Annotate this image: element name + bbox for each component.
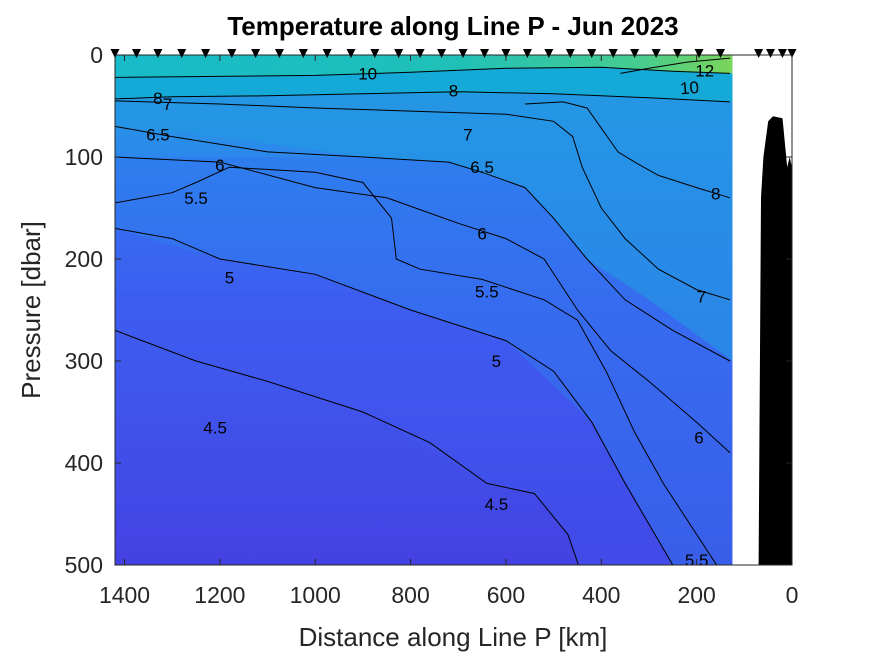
station-marker	[766, 49, 776, 58]
station-marker	[565, 49, 575, 58]
shade-band-6	[115, 157, 733, 565]
station-marker	[777, 49, 787, 58]
contours-layer	[115, 57, 731, 565]
x-axis-label: Distance along Line P [km]	[299, 622, 608, 652]
plot-frame	[114, 54, 793, 566]
station-marker	[177, 49, 187, 58]
contour-label: 8	[711, 185, 720, 204]
station-marker	[251, 49, 261, 58]
chart-title: Temperature along Line P - Jun 2023	[227, 11, 678, 41]
station-marker	[394, 49, 404, 58]
x-tick-label: 1400	[99, 582, 150, 608]
contour-label: 5	[492, 352, 501, 371]
station-marker	[608, 49, 618, 58]
contour-line-4-5	[115, 329, 579, 565]
contour-label: 8	[449, 82, 458, 101]
contour-label: 6	[694, 429, 703, 448]
contour-label: 4.5	[485, 495, 509, 514]
contour-label: 10	[679, 78, 700, 99]
y-tick-label: 400	[65, 450, 103, 476]
contour-line-12	[620, 57, 731, 74]
bathymetry	[758, 116, 792, 565]
y-tick-label: 500	[65, 552, 103, 578]
y-axis-label: Pressure [dbar]	[16, 221, 46, 399]
station-marker	[346, 49, 356, 58]
station-marker	[227, 49, 237, 58]
y-tick-label: 100	[65, 144, 103, 170]
station-marker	[153, 49, 163, 58]
contour-label: 5.5	[184, 189, 208, 208]
station-marker	[787, 49, 797, 58]
station-marker	[370, 49, 380, 58]
contour-line-10	[115, 66, 731, 78]
x-tick-label: 200	[677, 582, 715, 608]
x-tick-label: 0	[786, 582, 799, 608]
contour-line-8	[115, 91, 731, 103]
x-tick-label: 600	[487, 582, 525, 608]
station-marker	[587, 49, 597, 58]
station-marker	[630, 49, 640, 58]
contour-label: 5	[225, 268, 234, 287]
station-marker	[501, 49, 511, 58]
station-marker	[274, 49, 284, 58]
station-marker	[754, 49, 764, 58]
contour-line-6	[115, 156, 731, 454]
station-marker	[522, 49, 532, 58]
contour-label: 6	[477, 225, 486, 244]
station-marker	[131, 49, 141, 58]
y-tick-label: 200	[65, 246, 103, 272]
station-markers	[110, 49, 797, 58]
contour-line-5	[115, 227, 674, 565]
contour-label: 7	[163, 95, 172, 114]
station-marker	[673, 49, 683, 58]
contour-label: 4.5	[203, 418, 227, 437]
station-marker	[715, 49, 725, 58]
station-marker	[694, 49, 704, 58]
contour-label: 7	[463, 126, 472, 145]
contour-line-5-5	[115, 166, 718, 565]
contour-line-8	[524, 101, 731, 199]
station-marker	[479, 49, 489, 58]
contour-label: 6	[215, 156, 224, 175]
contour-line-7	[115, 100, 731, 301]
station-marker	[110, 49, 120, 58]
contour-label: 5.5	[685, 551, 709, 570]
contour-label: 12	[695, 61, 714, 80]
station-marker	[322, 49, 332, 58]
station-marker	[544, 49, 554, 58]
contour-label: 6.5	[146, 126, 170, 145]
station-marker	[458, 49, 468, 58]
station-marker	[437, 49, 447, 58]
contour-label: 6.5	[470, 158, 494, 177]
station-marker	[415, 49, 425, 58]
contour-label: 5.5	[475, 283, 499, 302]
x-axis: 1400 1200 1000 800 600 400 200 0	[99, 55, 798, 608]
shade-band-5	[115, 228, 673, 565]
shade-band-7	[115, 93, 733, 361]
contour-label: 8	[153, 89, 162, 108]
y-tick-label: 0	[90, 42, 103, 68]
contour-label: 10	[358, 64, 377, 83]
station-marker	[201, 49, 211, 58]
y-tick-label: 300	[65, 348, 103, 374]
y-axis: 0 100 200 300 400 500	[65, 42, 792, 578]
x-tick-label: 1200	[194, 582, 245, 608]
contour-label: 7	[697, 288, 706, 307]
x-tick-label: 400	[582, 582, 620, 608]
station-marker	[298, 49, 308, 58]
station-marker	[651, 49, 661, 58]
x-tick-label: 800	[391, 582, 429, 608]
contour-line-6-5	[115, 125, 731, 362]
x-tick-label: 1000	[290, 582, 341, 608]
